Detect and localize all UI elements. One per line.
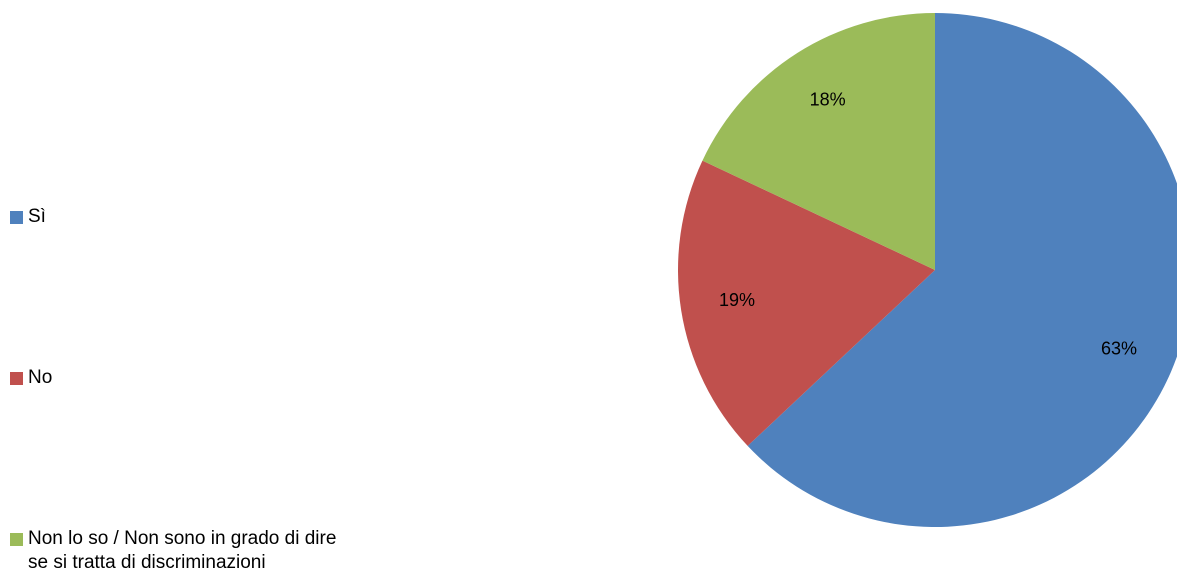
pie-slice — [678, 160, 935, 446]
pie-slice — [702, 13, 935, 270]
legend-item: No — [10, 366, 468, 390]
legend-swatch — [10, 211, 23, 224]
legend-label: Sì — [28, 206, 46, 227]
data-label: 18% — [810, 89, 846, 109]
legend-label: No — [28, 367, 53, 388]
legend-swatch — [10, 533, 23, 546]
legend-swatch — [10, 372, 23, 385]
legend-label: Non lo so / Non sono in grado di dire se… — [28, 528, 337, 573]
legend-item: Sì — [10, 205, 468, 229]
legend-item: Non lo so / Non sono in grado di dire se… — [10, 527, 468, 575]
data-label: 63% — [1101, 338, 1137, 358]
data-label: 19% — [719, 290, 755, 310]
pie-slice — [747, 13, 1177, 527]
